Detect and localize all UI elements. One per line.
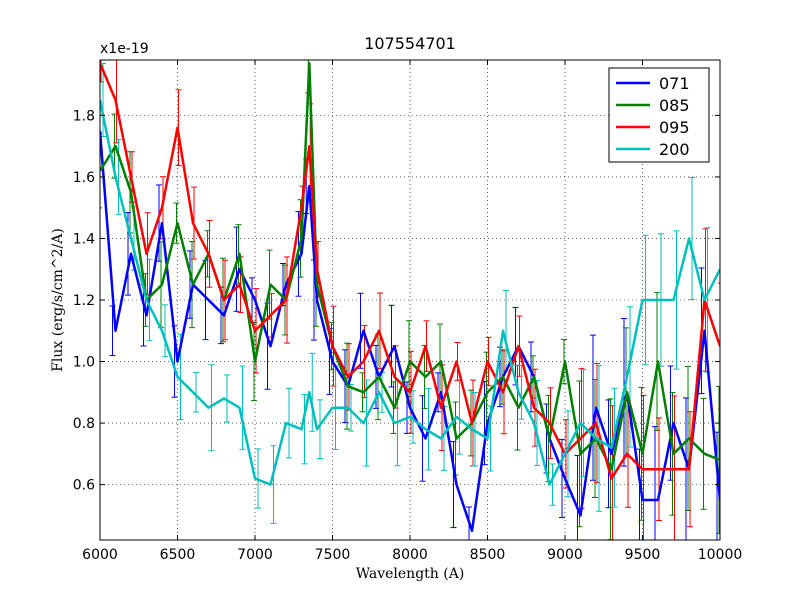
y-tick-label: 0.8 bbox=[73, 416, 95, 432]
x-tick-label: 8500 bbox=[470, 547, 506, 563]
x-tick-label: 6000 bbox=[82, 547, 118, 563]
ticks: 6000 6500 7000 7500 8000 8500 9000 9500 10000 0.6… bbox=[73, 60, 743, 563]
y-tick-label: 1.6 bbox=[73, 170, 95, 186]
x-tick-label: 7500 bbox=[315, 547, 351, 563]
y-tick-label: 1.4 bbox=[73, 231, 95, 247]
legend-label-095: 095 bbox=[659, 118, 690, 137]
legend: 071 085 095 200 bbox=[608, 67, 710, 163]
series-line-095 bbox=[100, 62, 720, 480]
x-tick-label: 7000 bbox=[237, 547, 273, 563]
x-tick-label: 6500 bbox=[160, 547, 196, 563]
y-tick-label: 1.0 bbox=[73, 355, 95, 371]
x-tick-label: 9000 bbox=[547, 547, 583, 563]
x-tick-label: 8000 bbox=[392, 547, 428, 563]
series-line-071 bbox=[100, 130, 720, 533]
legend-label-200: 200 bbox=[659, 140, 690, 159]
x-tick-label: 10000 bbox=[698, 547, 743, 563]
x-axis-label: Wavelength (A) bbox=[356, 566, 465, 582]
series-line-200 bbox=[100, 99, 720, 486]
series-lines bbox=[100, 61, 720, 533]
y-tick-label: 1.8 bbox=[73, 108, 95, 124]
y-axis-label: Flux (erg/s/cm^2/A) bbox=[50, 228, 66, 372]
legend-label-085: 085 bbox=[659, 96, 690, 115]
x-tick-label: 9500 bbox=[625, 547, 661, 563]
legend-label-071: 071 bbox=[659, 74, 690, 93]
y-tick-label: 0.6 bbox=[73, 478, 95, 494]
y-multiplier-label: x1e-19 bbox=[100, 41, 149, 57]
y-tick-label: 1.2 bbox=[73, 293, 95, 309]
chart-title: 107554701 bbox=[364, 34, 456, 53]
